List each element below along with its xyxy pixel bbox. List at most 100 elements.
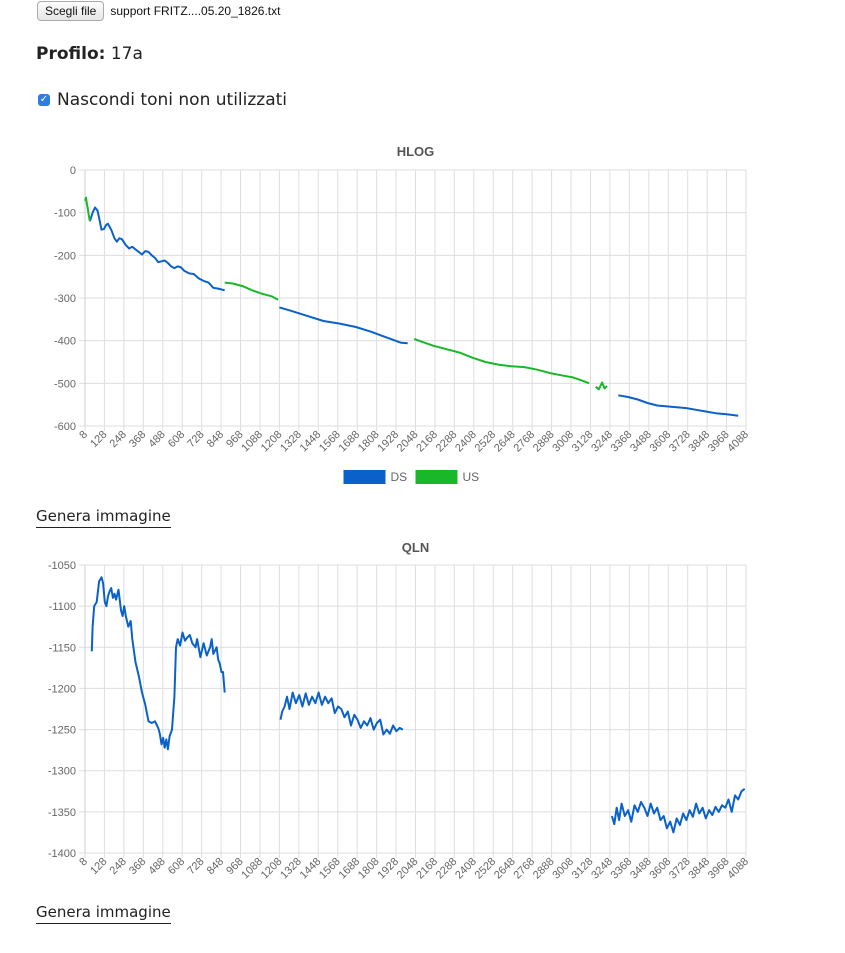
x-tick-label: 2768 xyxy=(511,856,537,882)
choose-file-button[interactable]: Scegli file xyxy=(37,1,105,21)
x-tick-label: 3728 xyxy=(667,856,693,882)
x-tick-label: 488 xyxy=(146,429,167,450)
series-line-ds xyxy=(279,306,408,345)
series-line-us xyxy=(595,381,608,391)
x-tick-label: 1448 xyxy=(298,856,324,882)
qln-chart: QLN -1050 -1100 -1150 -1200 -1250 -1300 -1350 -1… xyxy=(48,540,751,882)
x-tick-label: 8 xyxy=(77,429,90,442)
x-tick-label: 248 xyxy=(108,856,129,877)
profile-value: 17a xyxy=(110,44,143,64)
x-tick-label: 248 xyxy=(108,429,129,450)
x-tick-label: 368 xyxy=(127,429,148,450)
x-tick-label: 4088 xyxy=(725,856,751,882)
x-tick-label: 1688 xyxy=(336,429,362,455)
x-tick-label: 1928 xyxy=(375,429,401,455)
chart-title: HLOG xyxy=(397,144,435,159)
profile-line: Profilo: 17a xyxy=(36,44,143,64)
series-line-us xyxy=(84,196,91,222)
x-tick-label: 1688 xyxy=(336,856,362,882)
x-tick-label: 3968 xyxy=(706,856,732,882)
hide-unused-toggle[interactable]: ✓ Nascondi toni non utilizzati xyxy=(38,90,287,110)
x-tick-label: 3608 xyxy=(648,429,674,455)
x-tick-label: 3248 xyxy=(589,429,615,455)
x-tick-label: 3368 xyxy=(609,856,635,882)
x-tick-label: 3488 xyxy=(628,429,654,455)
x-tick-label: 2408 xyxy=(453,429,479,455)
x-tick-label: 128 xyxy=(88,856,109,877)
y-tick-label: -1300 xyxy=(48,766,76,778)
profile-label: Profilo: xyxy=(36,44,106,64)
hlog-chart: HLOG0-100-200-300-400-500-60081282483684… xyxy=(54,144,751,484)
x-tick-label: 368 xyxy=(127,856,148,877)
x-tick-label: 728 xyxy=(185,856,206,877)
x-tick-label: 728 xyxy=(185,429,206,450)
x-tick-label: 3248 xyxy=(589,856,615,882)
y-tick-label: -1050 xyxy=(48,560,76,572)
x-tick-label: 848 xyxy=(205,856,226,877)
x-tick-label: 2048 xyxy=(395,856,421,882)
y-tick-label: -100 xyxy=(54,208,76,220)
x-tick-label: 1568 xyxy=(317,856,343,882)
x-tick-label: 2648 xyxy=(492,856,518,882)
legend-swatch-ds[interactable] xyxy=(343,470,386,484)
y-tick-label: -600 xyxy=(54,421,76,433)
legend-label-ds[interactable]: DS xyxy=(391,470,408,484)
x-tick-label: 2408 xyxy=(453,856,479,882)
legend-swatch-us[interactable] xyxy=(415,470,458,484)
y-tick-label: -1250 xyxy=(48,725,76,737)
x-tick-label: 1088 xyxy=(239,429,265,455)
x-tick-label: 2888 xyxy=(531,856,557,882)
x-tick-label: 1088 xyxy=(239,856,265,882)
x-tick-label: 3008 xyxy=(550,429,576,455)
x-tick-label: 2528 xyxy=(473,856,499,882)
x-tick-label: 2168 xyxy=(414,429,440,455)
series-line-ds xyxy=(279,691,404,736)
x-tick-label: 1448 xyxy=(298,429,324,455)
x-tick-label: 2048 xyxy=(395,429,421,455)
y-tick-label: -500 xyxy=(54,378,76,390)
y-tick-label: -400 xyxy=(54,336,76,348)
x-tick-label: 2768 xyxy=(511,429,537,455)
x-tick-label: 1808 xyxy=(356,856,382,882)
x-tick-label: 1568 xyxy=(317,429,343,455)
legend-label-us[interactable]: US xyxy=(463,470,480,484)
x-tick-label: 2288 xyxy=(434,856,460,882)
y-tick-label: -200 xyxy=(54,250,76,262)
x-tick-label: 3848 xyxy=(686,856,712,882)
x-tick-label: 3128 xyxy=(570,856,596,882)
x-tick-label: 1808 xyxy=(356,429,382,455)
x-tick-label: 3368 xyxy=(609,429,635,455)
x-tick-label: 3968 xyxy=(706,429,732,455)
series-line-ds xyxy=(90,576,226,751)
checkbox-checked-icon[interactable]: ✓ xyxy=(38,94,50,106)
chart-title: QLN xyxy=(402,540,429,555)
x-tick-label: 1208 xyxy=(259,856,285,882)
x-tick-label: 1328 xyxy=(278,429,304,455)
y-tick-label: -1400 xyxy=(48,848,76,860)
y-tick-label: -1150 xyxy=(49,642,76,654)
x-tick-label: 3008 xyxy=(550,856,576,882)
x-tick-label: 1328 xyxy=(278,856,304,882)
series-line-us xyxy=(413,338,590,385)
file-picker: Scegli file support FRITZ....05.20_1826.… xyxy=(37,1,280,21)
selected-file-name: support FRITZ....05.20_1826.txt xyxy=(110,4,281,18)
series-line-ds xyxy=(610,788,746,834)
x-tick-label: 8 xyxy=(77,856,90,869)
x-tick-label: 1208 xyxy=(259,429,285,455)
series-line-ds xyxy=(618,394,739,417)
generate-image-link-qln[interactable]: Genera immagine xyxy=(36,903,171,924)
x-tick-label: 608 xyxy=(166,429,187,450)
generate-image-link-hlog[interactable]: Genera immagine xyxy=(36,507,171,528)
x-tick-label: 3128 xyxy=(570,429,596,455)
x-tick-label: 2648 xyxy=(492,429,518,455)
y-tick-label: -1350 xyxy=(48,807,76,819)
x-tick-label: 2288 xyxy=(434,429,460,455)
x-tick-label: 2528 xyxy=(473,429,499,455)
x-tick-label: 608 xyxy=(166,856,187,877)
x-tick-label: 848 xyxy=(205,429,226,450)
x-tick-label: 3848 xyxy=(686,429,712,455)
x-tick-label: 128 xyxy=(88,429,109,450)
x-tick-label: 2168 xyxy=(414,856,440,882)
x-tick-label: 3488 xyxy=(628,856,654,882)
y-tick-label: -1100 xyxy=(49,601,76,613)
